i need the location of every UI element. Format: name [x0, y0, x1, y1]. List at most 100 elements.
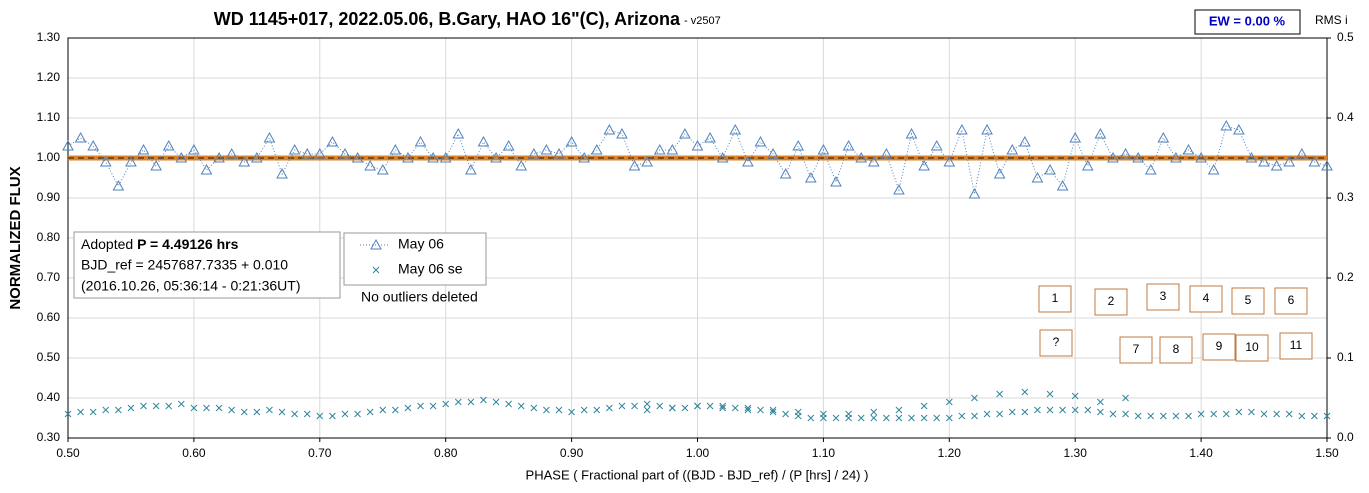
data-point [414, 135, 427, 147]
data-point [1018, 135, 1031, 147]
data-point [996, 390, 1004, 398]
data-point [540, 143, 553, 155]
data-point [757, 406, 764, 414]
data-point [225, 147, 238, 159]
data-point [792, 139, 805, 151]
info-bold: P = 4.49126 hrs [137, 236, 239, 252]
y-tick-label: 1.20 [37, 70, 61, 84]
x-tick-label: 0.50 [56, 446, 80, 460]
data-point [1210, 410, 1218, 418]
data-point [1147, 412, 1155, 420]
data-point [213, 151, 225, 163]
data-point [266, 406, 273, 414]
data-point [930, 139, 943, 151]
data-point [1069, 131, 1082, 143]
data-point [288, 143, 301, 155]
data-point [467, 398, 475, 406]
y-tick-label: 0.90 [37, 190, 61, 204]
data-point [945, 414, 953, 422]
x-tick-label: 1.00 [686, 446, 710, 460]
data-point [263, 131, 276, 143]
y-tick-label: 0.80 [37, 230, 61, 244]
data-point [530, 404, 538, 412]
data-point [140, 402, 147, 410]
data-point [643, 400, 651, 408]
data-point [429, 402, 437, 410]
data-point [1021, 388, 1029, 396]
data-point [1273, 410, 1280, 418]
data-point [590, 143, 603, 155]
data-point [993, 167, 1006, 179]
data-point [731, 404, 739, 412]
data-point [175, 151, 188, 163]
data-point [706, 402, 714, 410]
data-point [276, 167, 288, 179]
data-point [893, 183, 905, 195]
data-point [1311, 412, 1318, 420]
data-point [1119, 147, 1132, 159]
data-point [981, 123, 993, 135]
data-point [616, 127, 628, 139]
x-tick-label: 1.30 [1064, 446, 1088, 460]
data-point [1122, 410, 1129, 418]
data-point [679, 127, 691, 139]
data-point [779, 167, 792, 179]
x-tick-label: 1.50 [1315, 446, 1339, 460]
annotation-label: 4 [1203, 291, 1210, 305]
data-point [606, 404, 613, 412]
data-point [668, 404, 676, 412]
data-point [1094, 127, 1107, 139]
data-point [870, 408, 878, 416]
annotation-box [1231, 287, 1265, 315]
data-point [228, 406, 236, 414]
data-point [177, 400, 185, 408]
data-point [804, 171, 817, 183]
data-point [1197, 410, 1205, 418]
chart-subtitle: - v2507 [684, 15, 721, 27]
data-point [807, 414, 815, 422]
data-point [1321, 159, 1333, 171]
data-point [1071, 392, 1079, 400]
data-point [1270, 159, 1283, 171]
data-point [933, 414, 941, 422]
data-point [1323, 412, 1331, 420]
legend-label: May 06 [398, 236, 444, 252]
data-point [1122, 394, 1129, 402]
data-point [354, 410, 361, 418]
data-point [200, 163, 213, 175]
data-point [364, 159, 377, 171]
data-point [1046, 406, 1054, 414]
ew-box [1194, 9, 1301, 35]
data-point [1031, 171, 1044, 183]
data-point [127, 404, 135, 412]
y2-tick-label: 0.0 [1337, 430, 1354, 444]
data-point [326, 135, 339, 147]
info-box [73, 231, 341, 299]
info-line: BJD_ref = 2457687.7335 + 0.010 [81, 257, 288, 273]
data-point [454, 398, 462, 406]
data-point [568, 408, 575, 416]
data-point [1134, 412, 1142, 420]
data-point [329, 412, 336, 420]
data-point [1159, 412, 1167, 420]
data-point [62, 139, 74, 151]
y-tick-label: 0.70 [37, 270, 61, 284]
data-point [578, 151, 591, 163]
legend-marker [370, 238, 382, 250]
info-prefix: Adopted [81, 236, 133, 252]
data-point [817, 143, 830, 155]
data-point [240, 408, 248, 416]
data-point [162, 139, 175, 151]
data-point [1056, 179, 1069, 191]
data-point [490, 151, 502, 163]
data-point [719, 404, 727, 412]
data-point [832, 414, 840, 422]
data-point [492, 398, 500, 406]
data-point [880, 147, 893, 159]
legend-label: May 06 se [398, 261, 463, 277]
chart-title: WD 1145+017, 2022.05.06, B.Gary, HAO 16"… [214, 9, 681, 29]
data-point [769, 406, 777, 414]
data-point [402, 151, 414, 163]
data-point [580, 406, 588, 414]
